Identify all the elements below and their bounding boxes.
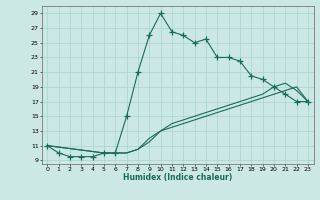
- X-axis label: Humidex (Indice chaleur): Humidex (Indice chaleur): [123, 173, 232, 182]
